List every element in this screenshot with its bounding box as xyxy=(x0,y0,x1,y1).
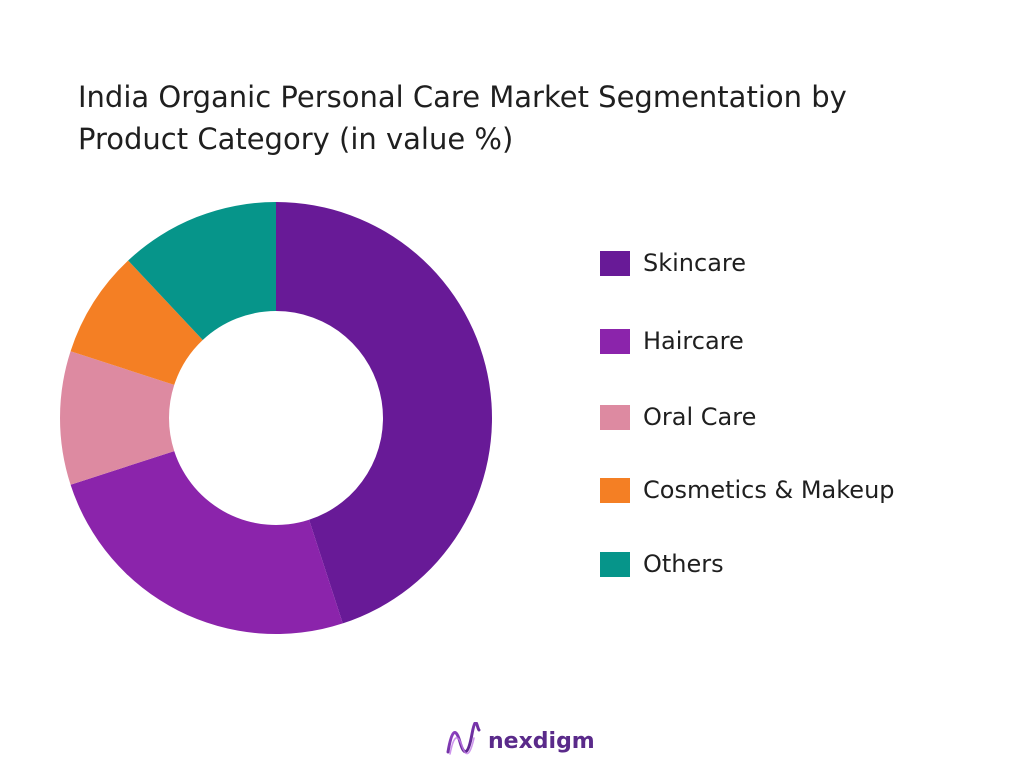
legend-label-oral-care: Oral Care xyxy=(643,403,757,431)
donut-slice-others xyxy=(128,202,276,341)
legend-label-skincare: Skincare xyxy=(643,249,747,277)
brand-footer: nexdigm xyxy=(444,722,595,760)
donut-slice-haircare xyxy=(70,451,343,634)
legend-swatch-cosmetics-makeup xyxy=(600,477,630,503)
donut-slice-cosmetics-makeup xyxy=(70,260,203,385)
legend-item-haircare: Haircare xyxy=(600,326,980,356)
chart-title-line-2: Product Category (in value %) xyxy=(78,122,514,156)
legend-label-haircare: Haircare xyxy=(643,327,744,355)
donut-slice-skincare xyxy=(276,202,492,624)
legend-swatch-oral-care xyxy=(600,404,630,430)
legend-swatch-others xyxy=(600,551,630,577)
legend-item-skincare: Skincare xyxy=(600,248,980,278)
legend-swatch-skincare xyxy=(600,250,630,276)
legend-label-cosmetics-makeup: Cosmetics & Makeup xyxy=(643,476,895,504)
legend-item-cosmetics-makeup: Cosmetics & Makeup xyxy=(600,475,980,505)
legend-swatch-haircare xyxy=(600,328,630,354)
legend-item-others: Others xyxy=(600,549,980,579)
donut-slice-oral-care xyxy=(59,351,175,485)
chart-title-line-1: India Organic Personal Care Market Segme… xyxy=(78,80,847,114)
legend-label-others: Others xyxy=(643,550,724,578)
legend-item-oral-care: Oral Care xyxy=(600,402,980,432)
nexdigm-wave-logo-icon xyxy=(446,722,481,755)
chart-title: India Organic Personal Care Market Segme… xyxy=(78,76,978,160)
brand-name: nexdigm xyxy=(488,728,595,754)
